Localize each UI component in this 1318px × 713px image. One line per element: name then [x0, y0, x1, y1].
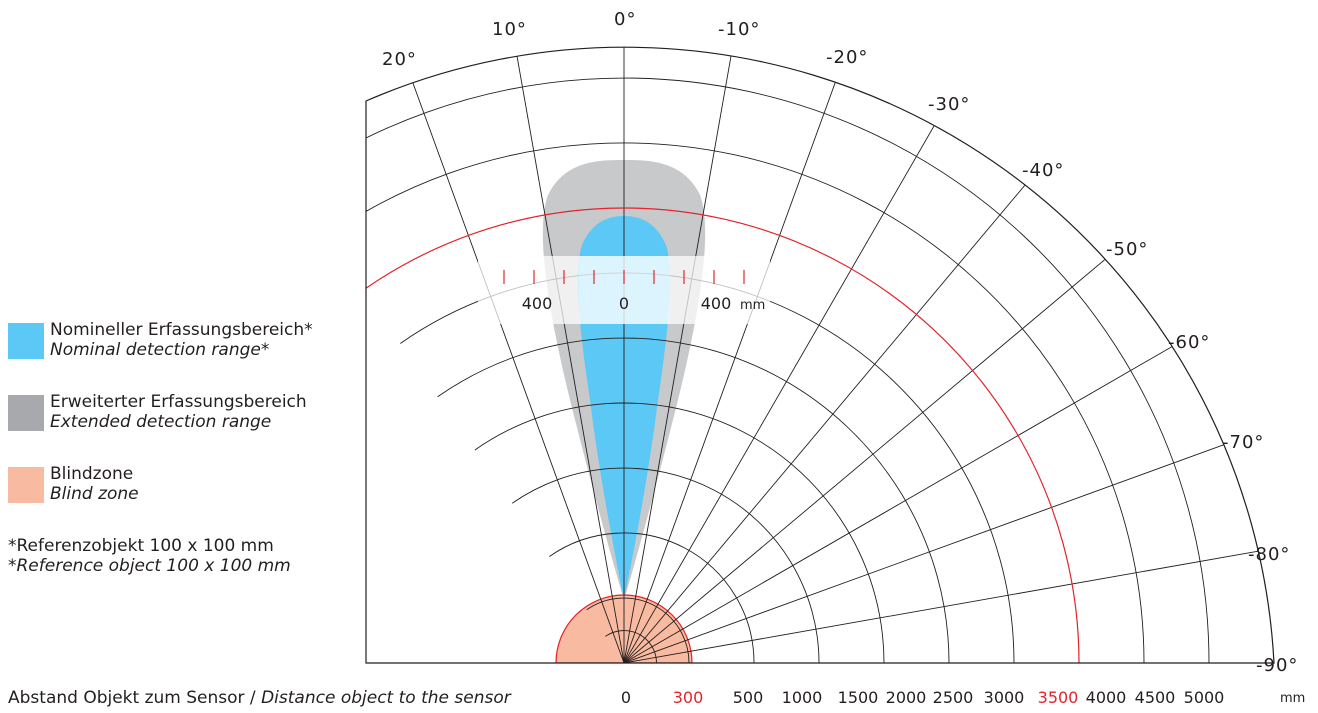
- legend-label-de: Nomineller Erfassungsbereich*: [50, 320, 313, 340]
- distance-title-en: Distance object to the sensor: [261, 688, 511, 708]
- legend-text-blind: Blindzone Blind zone: [50, 464, 139, 504]
- distance-axis-title: Abstand Objekt zum Sensor / Distance obj…: [8, 688, 511, 708]
- outer-boundary: [365, 46, 1275, 664]
- distance-gridline: [400, 272, 1015, 663]
- inset-label-center: 0: [619, 294, 629, 313]
- distance-tick-label: 1500: [837, 688, 879, 707]
- distance-tick-label: 4000: [1085, 688, 1127, 707]
- distance-tick-label: 5000: [1183, 688, 1225, 707]
- distance-tick-label: 0: [620, 688, 632, 707]
- distance-gridline: [605, 630, 657, 663]
- radial-gridline: [623, 238, 1130, 663]
- distance-gridline: [437, 337, 950, 663]
- distance-tick-label: 3500: [1037, 688, 1079, 707]
- footnote-en: *Reference object 100 x 100 mm: [8, 556, 291, 576]
- distance-gridline: [586, 597, 690, 663]
- legend-label-en: Extended detection range: [50, 412, 272, 432]
- distance-tick-label: 500: [732, 688, 764, 707]
- distance-gridline: [366, 77, 1210, 663]
- radial-gridline: [623, 91, 955, 663]
- legend-label-en: Nominal detection range*: [50, 340, 270, 360]
- inset-label-right: 400: [701, 294, 732, 313]
- distance-tick-label: 1000: [781, 688, 823, 707]
- radial-gridline: [623, 332, 1196, 663]
- inset-scale: 400 0 400 mm: [478, 256, 770, 324]
- polar-grid: [366, 47, 1274, 663]
- reference-footnote: *Referenzobjekt 100 x 100 mm *Reference …: [8, 536, 291, 576]
- legend-swatch-blind: [8, 467, 44, 503]
- angle-label: -10°: [718, 19, 760, 40]
- radial-gridline: [623, 157, 1049, 663]
- angle-label: -40°: [1022, 160, 1064, 181]
- radial-gridline: [623, 436, 1245, 663]
- angle-label: -80°: [1248, 544, 1290, 565]
- radial-gridline: [623, 47, 851, 663]
- legend-text-nominal: Nomineller Erfassungsbereich* Nominal de…: [50, 320, 313, 360]
- distance-gridline: [474, 402, 885, 663]
- legend-label-de: Blindzone: [50, 464, 134, 484]
- distance-tick-label: 3000: [983, 688, 1025, 707]
- angle-label: 10°: [492, 19, 527, 40]
- distance-tick-label: 2500: [932, 688, 974, 707]
- legend-label-en: Blind zone: [50, 484, 139, 504]
- radial-gridline: [397, 47, 625, 663]
- footnote-de: *Referenzobjekt 100 x 100 mm: [8, 536, 274, 556]
- distance-gridline: [549, 532, 755, 663]
- radial-gridline: [508, 47, 625, 663]
- angle-label: -60°: [1168, 332, 1210, 353]
- angle-label: 20°: [382, 49, 417, 70]
- distance-gridline: [366, 142, 1145, 663]
- angle-label: -70°: [1222, 432, 1264, 453]
- angle-label: -50°: [1106, 239, 1148, 260]
- inset-label-left: 400: [522, 294, 553, 313]
- angle-label: -20°: [826, 47, 868, 68]
- angle-label: -90°: [1256, 655, 1298, 676]
- distance-title-de: Abstand Objekt zum Sensor /: [8, 688, 262, 708]
- inset-label-unit: mm: [740, 298, 765, 313]
- distance-tick-label: 2000: [885, 688, 927, 707]
- radial-gridline: [623, 47, 740, 663]
- distance-3500-arc: [366, 207, 1080, 663]
- distance-tick-label: 4500: [1134, 688, 1176, 707]
- legend-swatch-nominal: [8, 323, 44, 359]
- legend-label-de: Erweiterter Erfassungsbereich: [50, 392, 307, 412]
- distance-unit: mm: [1280, 691, 1306, 706]
- angle-label: 0°: [614, 9, 636, 30]
- legend-text-extended: Erweiterter Erfassungsbereich Extended d…: [50, 392, 307, 432]
- legend-swatch-extended: [8, 395, 44, 431]
- distance-tick-label: 300: [672, 688, 704, 707]
- distance-gridline: [511, 467, 820, 663]
- angle-label: -30°: [928, 94, 970, 115]
- radial-gridline: [623, 547, 1274, 663]
